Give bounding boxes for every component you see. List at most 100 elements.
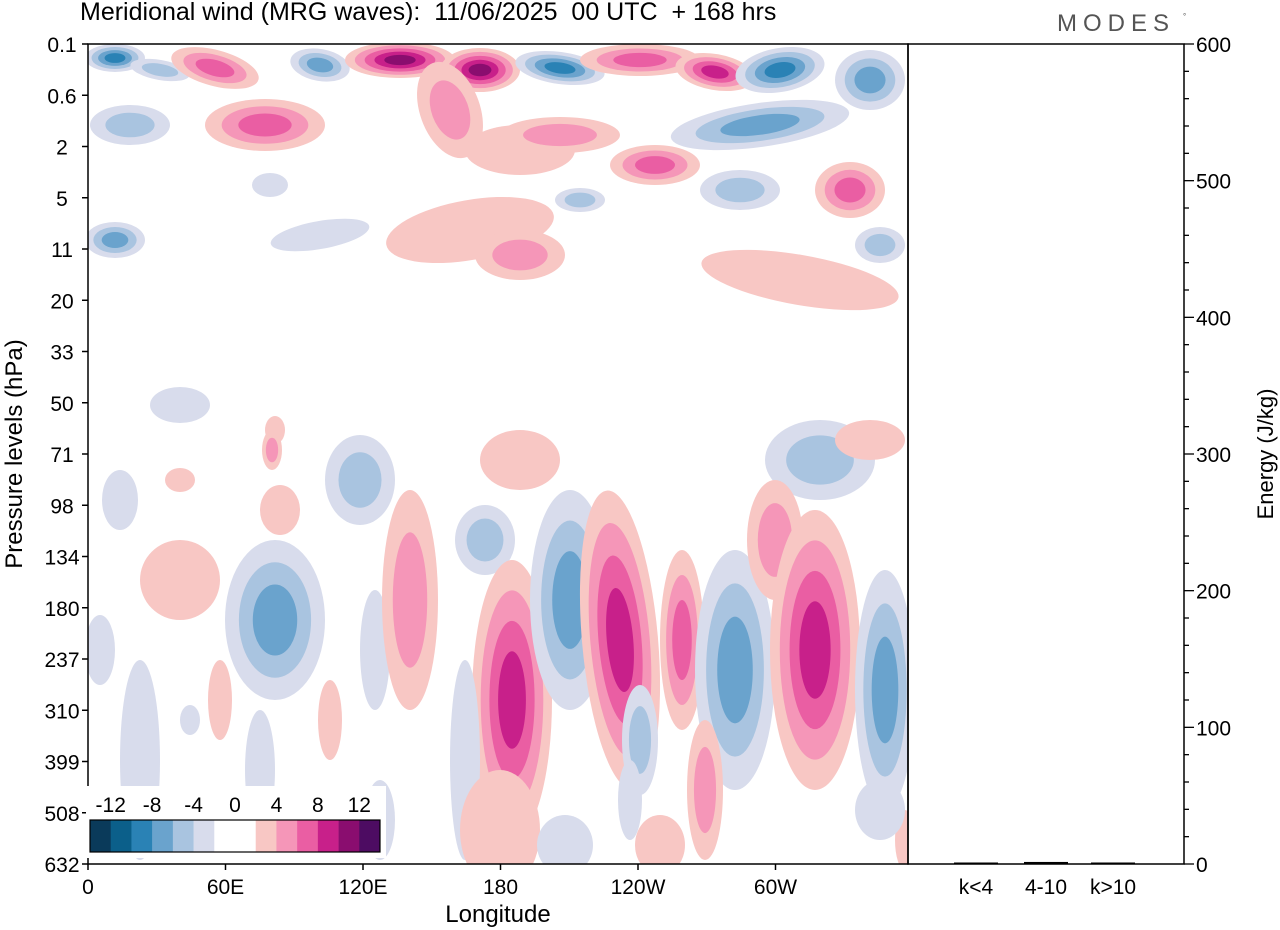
- negative-wind-contour: [306, 57, 334, 73]
- colorbar-cell: [359, 820, 381, 852]
- y-tick-label: 2: [56, 137, 68, 160]
- positive-wind-contour: [498, 651, 526, 749]
- positive-wind-contour: [635, 156, 675, 174]
- energy-bar: [1024, 861, 1068, 864]
- negative-wind-contour: [720, 113, 800, 137]
- colorbar-label: -8: [143, 794, 162, 817]
- colorbar-cell: [317, 820, 339, 852]
- positive-wind-contour: [460, 770, 540, 864]
- x-tick-label: 120W: [611, 876, 666, 899]
- positive-wind-contour: [165, 468, 195, 492]
- energy-tick-label: 0: [1196, 854, 1208, 877]
- energy-bar: [954, 862, 998, 864]
- negative-wind-contour: [552, 551, 588, 649]
- positive-wind-contour: [140, 540, 220, 620]
- wind-heatmap: [88, 44, 908, 864]
- negative-wind-contour: [141, 63, 179, 77]
- colorbar-cell: [255, 820, 277, 852]
- colorbar-cell: [338, 820, 360, 852]
- energy-category-label: 4-10: [1025, 876, 1067, 899]
- negative-wind-contour: [88, 615, 115, 685]
- y-tick-label: 180: [44, 598, 79, 621]
- y-tick-label: 33: [50, 342, 73, 365]
- energy-category-label: k<4: [959, 876, 994, 899]
- y-tick-label: 632: [44, 854, 79, 877]
- negative-wind-contour: [252, 584, 298, 656]
- y-tick-label: 71: [50, 444, 73, 467]
- positive-wind-contour: [238, 113, 292, 137]
- negative-wind-contour: [338, 452, 382, 508]
- longitude-axis: 0 60E 120E 180 120W 60W: [82, 864, 797, 899]
- colorbar-frame: [89, 819, 381, 853]
- negative-wind-contour: [564, 192, 596, 208]
- colorbar-cell: [235, 820, 257, 852]
- negative-wind-contour: [628, 706, 652, 774]
- y-tick-label: 50: [50, 393, 73, 416]
- energy-tick-label: 300: [1196, 444, 1231, 467]
- positive-wind-contour: [835, 420, 905, 460]
- positive-wind-contour: [523, 123, 597, 147]
- energy-bars: k<4 4-10 k>10: [954, 861, 1136, 899]
- positive-wind-contour: [468, 63, 492, 77]
- x-tick-label: 180: [483, 876, 518, 899]
- negative-wind-contour: [466, 518, 504, 562]
- y-tick-label: 98: [50, 495, 73, 518]
- energy-tick-label: 400: [1196, 307, 1231, 330]
- positive-wind-contour: [392, 532, 428, 668]
- colorbar-cell: [110, 820, 132, 852]
- positive-wind-contour: [672, 600, 692, 680]
- energy-category-label: k>10: [1090, 876, 1136, 899]
- energy-tick-label: 100: [1196, 717, 1231, 740]
- y-tick-label: 0.6: [47, 85, 76, 108]
- y-tick-label: 310: [44, 700, 79, 723]
- y-tick-label: 399: [44, 752, 79, 775]
- negative-wind-contour: [864, 233, 896, 257]
- colorbar-label: -4: [184, 794, 203, 817]
- energy-tick-label: 200: [1196, 581, 1231, 604]
- positive-wind-contour: [265, 437, 279, 463]
- colorbar-label: 0: [229, 794, 241, 817]
- positive-wind-contour: [384, 54, 416, 66]
- positive-wind-contour: [834, 177, 866, 203]
- positive-wind-contour: [260, 485, 300, 535]
- negative-wind-contour: [871, 636, 899, 744]
- negative-wind-contour: [104, 53, 126, 63]
- positive-wind-contour: [480, 430, 560, 490]
- energy-frame: [907, 43, 1185, 865]
- colorbar-label: 12: [348, 794, 371, 817]
- negative-wind-contour: [537, 815, 593, 864]
- negative-wind-contour: [618, 760, 642, 840]
- y-tick-label: 508: [44, 803, 79, 826]
- negative-wind-contour: [717, 616, 753, 724]
- colorbar-label: -12: [96, 794, 126, 817]
- positive-wind-contour: [635, 815, 685, 864]
- energy-axis-label: Energy (J/kg): [1253, 389, 1278, 520]
- colorbar-label: 4: [271, 794, 283, 817]
- colorbar-cell: [276, 820, 298, 852]
- y-tick-label: 20: [50, 290, 73, 313]
- negative-wind-contour: [715, 177, 765, 203]
- positive-wind-contour: [606, 588, 634, 692]
- positive-wind-contour: [799, 601, 831, 699]
- y-tick-label: 11: [51, 239, 73, 262]
- x-axis-label: Longitude: [445, 901, 550, 928]
- colorbar-cell: [297, 820, 319, 852]
- y-tick-label: 237: [44, 649, 79, 672]
- colorbar-cell: [172, 820, 194, 852]
- logo-registered-mark: °: [1183, 12, 1187, 21]
- x-tick-label: 60E: [207, 876, 244, 899]
- negative-wind-contour: [102, 470, 138, 530]
- colorbar-label: 8: [312, 794, 324, 817]
- energy-axis: 0 100 200 300 400 500 600: [1184, 34, 1231, 877]
- energy-tick-label: 500: [1196, 171, 1231, 194]
- pressure-axis: 0.1 0.6 2 5 11 20 33 50 71 98 134 180 237 310 399 508 63…: [44, 34, 88, 877]
- negative-wind-contour: [764, 61, 796, 79]
- x-tick-label: 60W: [754, 876, 797, 899]
- positive-wind-contour: [492, 239, 548, 271]
- colorbar-cell: [152, 820, 174, 852]
- x-tick-label: 0: [82, 876, 94, 899]
- colorbar-cell: [193, 820, 215, 852]
- energy-bar: [1091, 862, 1135, 864]
- y-tick-label: 5: [56, 188, 68, 211]
